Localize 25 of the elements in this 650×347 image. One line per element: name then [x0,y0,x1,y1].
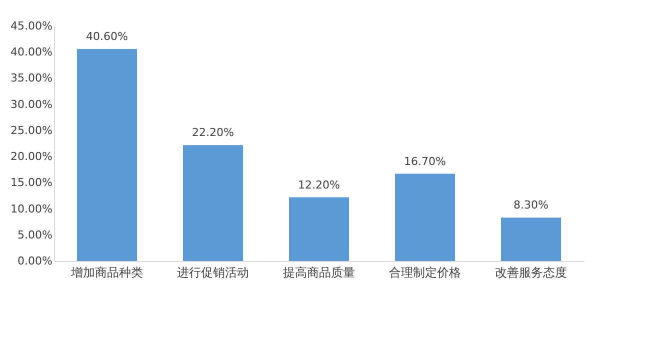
y-tick-label: 40.00% [10,46,52,59]
data-label: 12.20% [298,178,340,192]
x-tick-label: 提高商品质量 [283,266,355,280]
y-tick-label: 10.00% [10,202,52,216]
x-tick-label: 合理制定价格 [389,266,461,280]
bar [289,197,349,261]
y-tick-label: 30.00% [10,98,52,111]
y-tick-label: 45.00% [10,20,52,32]
data-label: 22.20% [192,126,234,140]
bar [501,218,561,261]
bar [395,174,455,261]
bar [77,48,137,261]
data-label: 40.60% [86,30,128,43]
bar [183,145,243,261]
y-tick-label: 35.00% [10,72,52,85]
data-label: 8.30% [514,198,548,212]
x-tick-label: 增加商品种类 [70,266,143,280]
y-tick-label: 20.00% [10,150,52,164]
y-tick-label: 0.00% [18,254,52,268]
data-label: 16.70% [404,154,446,168]
y-tick-label: 5.00% [18,228,52,242]
y-tick-label: 25.00% [10,124,52,137]
x-tick-label: 改善服务态度 [495,266,567,280]
x-tick-label: 进行促销活动 [177,266,249,280]
y-tick-label: 15.00% [10,176,52,190]
